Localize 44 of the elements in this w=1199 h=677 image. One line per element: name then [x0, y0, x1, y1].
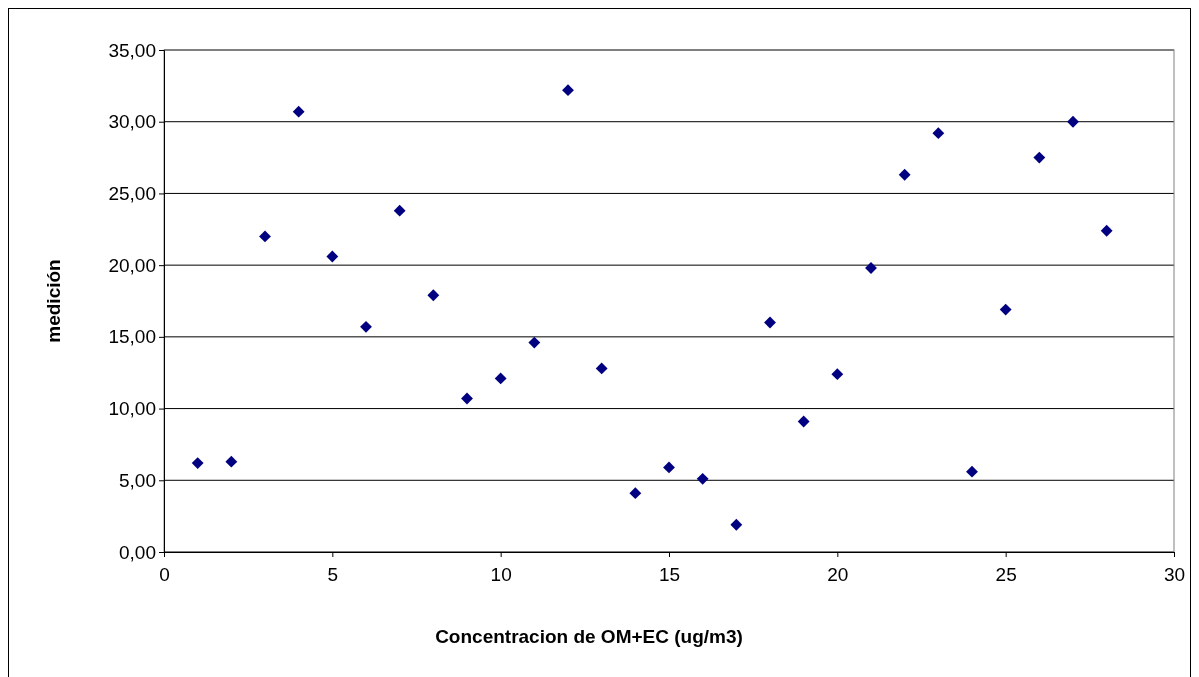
x-tick-label: 15 [658, 563, 681, 585]
y-tick-label: 15,00 [108, 326, 156, 348]
point [663, 461, 675, 474]
point [1100, 224, 1113, 237]
x-tick-label: 10 [490, 563, 512, 585]
point [360, 320, 372, 333]
y-tick-label: 0,00 [119, 541, 156, 563]
point [292, 105, 305, 118]
x-tick-label: 0 [159, 563, 170, 585]
point [562, 84, 574, 97]
point [326, 250, 339, 263]
y-tick-label: 5,00 [119, 469, 156, 491]
point [696, 472, 709, 485]
point [629, 487, 642, 500]
point [595, 362, 608, 375]
x-tick-label: 30 [1163, 563, 1186, 585]
x-tick-label: 5 [327, 563, 339, 585]
point [191, 457, 204, 469]
point [730, 518, 743, 531]
x-tick-label: 25 [995, 563, 1017, 585]
y-tick-label: 20,00 [108, 254, 156, 276]
point [461, 392, 473, 405]
point [831, 368, 844, 381]
point [427, 289, 440, 302]
y-tick-label: 25,00 [108, 183, 156, 205]
point [259, 230, 271, 243]
x-axis-title: Concentracion de OM+EC (ug/m3) [435, 626, 743, 647]
point [528, 336, 541, 349]
point [1033, 151, 1046, 164]
point [932, 127, 945, 140]
point [999, 303, 1012, 316]
y-tick-label: 10,00 [108, 398, 156, 420]
point [764, 316, 776, 329]
point [393, 204, 406, 217]
point [225, 455, 238, 468]
point [494, 372, 507, 385]
point [966, 465, 978, 478]
point [898, 168, 911, 181]
point [797, 415, 810, 428]
point [1067, 115, 1079, 128]
y-tick-label: 30,00 [108, 111, 156, 133]
y-axis-title: medición [43, 259, 64, 343]
x-tick-label: 20 [827, 563, 849, 585]
y-tick-label: 35,00 [108, 39, 156, 61]
